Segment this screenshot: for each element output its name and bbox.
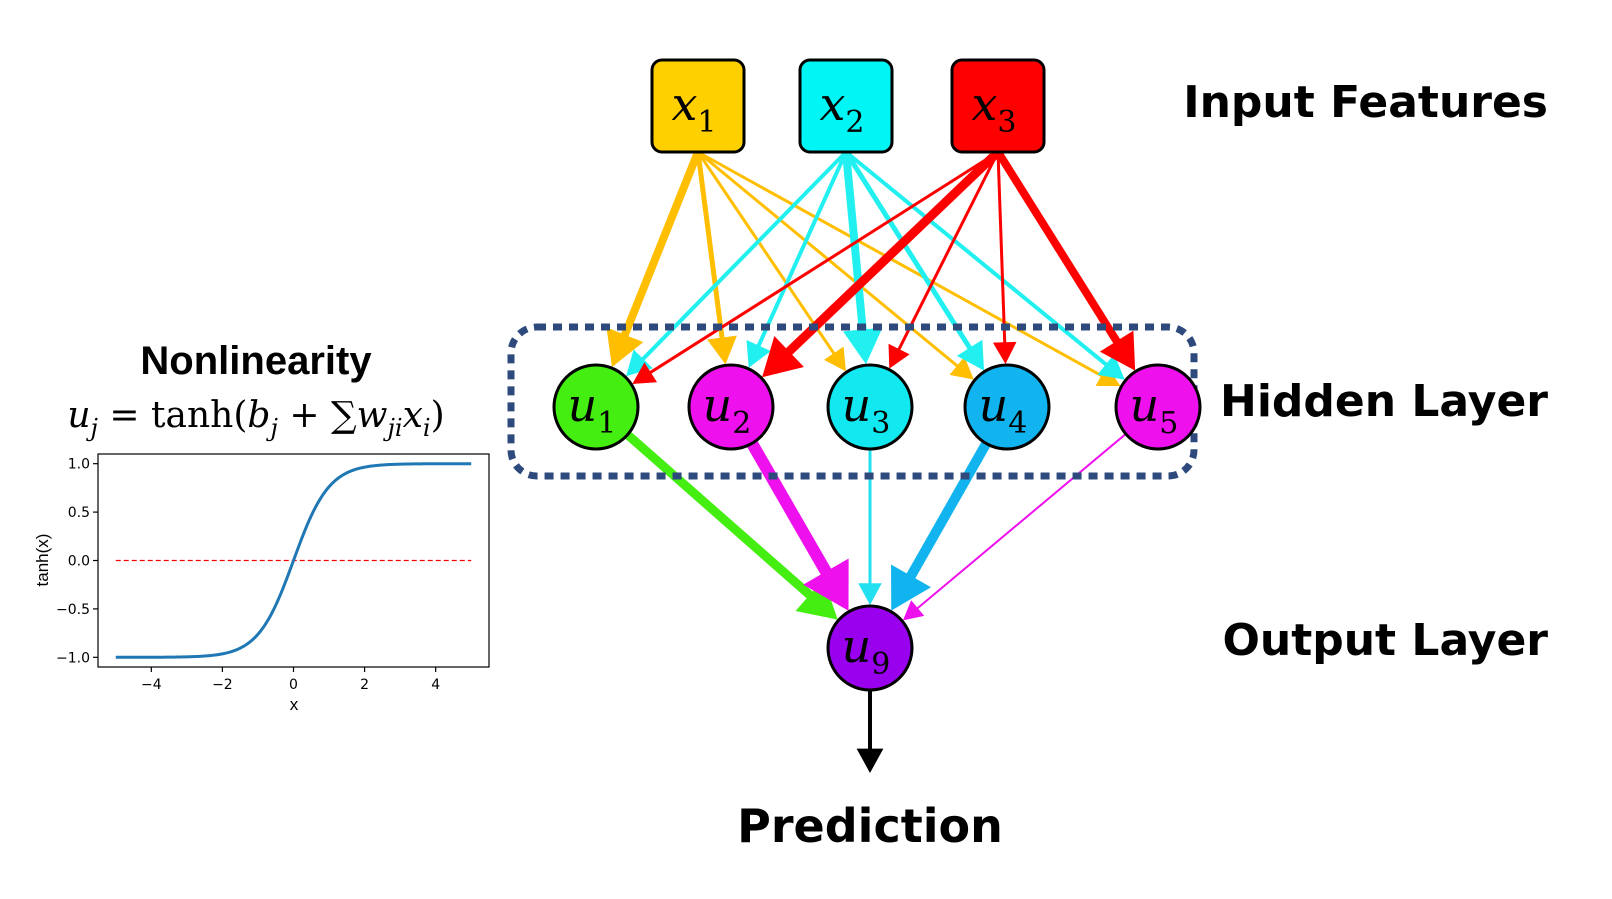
node-subscript: 9 (871, 647, 890, 682)
edge-x1-to-u2 (695, 151, 737, 365)
node-label: u4 (979, 378, 1028, 441)
edge-x3-to-u3 (888, 151, 1000, 369)
edge-x2-to-u1 (626, 150, 848, 377)
nonlinearity-title: Nonlinearity (140, 339, 372, 383)
node-subscript: 4 (1008, 406, 1027, 441)
edge-u2-to-u9 (746, 440, 849, 611)
node-subscript: 2 (845, 105, 864, 140)
network-edges (606, 148, 1136, 773)
input-node-x2: x2 (798, 58, 894, 154)
node-subscript: 5 (1159, 406, 1178, 441)
input-node-x3: x3 (950, 58, 1046, 154)
formula-w-sub: ji (382, 414, 402, 442)
node-label: u3 (842, 378, 891, 441)
node-label: u9 (842, 619, 891, 682)
node-label: u2 (703, 378, 752, 441)
hidden-node-u3: u3 (826, 363, 914, 451)
x-tick-label: −2 (212, 677, 233, 693)
formula-x-sub: i (423, 414, 431, 442)
hidden-layer-label: Hidden Layer (1220, 376, 1548, 427)
edge-x2-to-u5 (844, 150, 1125, 380)
node-var: u (703, 378, 733, 432)
edge-x3-to-u2 (762, 148, 1002, 378)
edge-x2-to-u2 (746, 151, 848, 368)
node-subscript: 1 (597, 406, 616, 441)
edge-x3-to-u4 (992, 151, 1017, 365)
output-node-u9: u9 (826, 604, 914, 692)
node-subscript: 1 (697, 105, 716, 140)
formula-func: tanh( (151, 395, 247, 436)
edge-x1-to-u4 (697, 150, 974, 380)
node-subscript: 2 (732, 406, 751, 441)
x-tick-label: 0 (289, 677, 298, 693)
tanh-curve (115, 462, 472, 659)
node-label: x3 (971, 77, 1016, 140)
formula-x: x (403, 395, 423, 436)
hidden-node-u4: u4 (963, 363, 1051, 451)
formula-close: ) (431, 395, 445, 436)
x-tick-label: 2 (360, 677, 369, 693)
chart-y-axis-label: tanh(x) (33, 534, 52, 587)
x-tick-label: 4 (431, 677, 440, 693)
formula-b: b (247, 395, 270, 436)
hidden-node-u1: u1 (552, 363, 640, 451)
y-tick-label: 0.5 (68, 505, 90, 521)
node-var: u (842, 619, 872, 673)
hidden-node-u2: u2 (687, 363, 775, 451)
input-node-x1: x1 (650, 58, 746, 154)
edge-x3-to-u1 (632, 150, 999, 384)
y-tick-label: 0.0 (68, 554, 90, 570)
prediction-label: Prediction (737, 799, 1003, 853)
node-var: u (568, 378, 598, 432)
edge-x2-to-u4 (843, 150, 985, 371)
formula-w: w (357, 395, 388, 436)
node-label: x2 (819, 77, 864, 140)
node-subscript: 3 (997, 105, 1016, 140)
node-var: x (819, 77, 845, 131)
node-subscript: 3 (871, 406, 890, 441)
y-tick-label: 1.0 (68, 457, 90, 473)
node-label: u1 (568, 378, 617, 441)
tanh-chart: −4 −2 0 2 4 −1.0 −0.5 0.0 0.5 1.0 x tanh(x) (33, 453, 490, 714)
node-label: u5 (1130, 378, 1179, 441)
edge-u5-to-u9 (902, 433, 1127, 621)
chart-ticks: −4 −2 0 2 4 −1.0 −0.5 0.0 0.5 1.0 (56, 457, 440, 693)
edge-x1-to-u1 (606, 150, 702, 368)
hidden-node-u5: u5 (1114, 363, 1202, 451)
x-tick-label: −4 (141, 677, 162, 693)
edge-u9-to-prediction (856, 690, 884, 773)
edge-x3-to-u5 (994, 149, 1136, 371)
formula-plus-sum: + ∑ (278, 395, 357, 436)
tanh-formula: uj = tanh(bj + ∑wjixi) (67, 395, 444, 442)
edge-x1-to-u3 (696, 151, 846, 372)
chart-x-axis-label: x (290, 695, 299, 714)
y-tick-label: −1.0 (56, 650, 90, 666)
formula-lhs: u (67, 395, 90, 436)
y-tick-label: −0.5 (56, 602, 90, 618)
edge-u4-to-u9 (891, 441, 991, 611)
edge-x2-to-u3 (842, 151, 883, 365)
edge-u3-to-u9 (858, 449, 882, 605)
formula-eq: = (98, 395, 151, 436)
node-var: u (842, 378, 872, 432)
node-var: u (1130, 378, 1160, 432)
node-label: x1 (671, 77, 716, 140)
node-var: x (671, 77, 697, 131)
node-var: u (979, 378, 1009, 432)
node-var: x (971, 77, 997, 131)
output-layer-label: Output Layer (1222, 615, 1548, 666)
input-features-label: Input Features (1183, 77, 1548, 128)
